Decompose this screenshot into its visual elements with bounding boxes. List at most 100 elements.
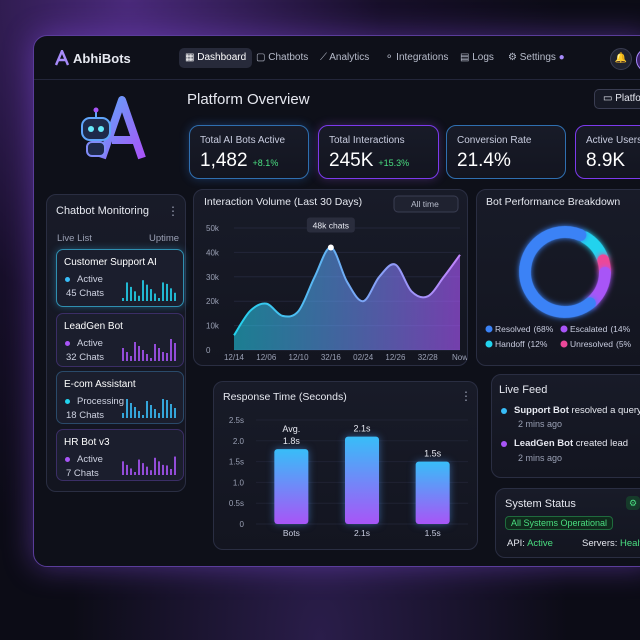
sparkline-bar — [142, 280, 144, 301]
sparkline-bar — [134, 472, 136, 475]
legend-entry: Resolved (68% — [495, 324, 554, 334]
donut-card: Bot Performance Breakdown Resolved (68% Es… — [476, 189, 640, 366]
sparkline-bar — [170, 288, 172, 301]
x-tick-label: 12/06 — [256, 353, 277, 362]
x-tick-label: 1.5s — [425, 528, 441, 538]
header-button[interactable]: ▭ Platform — [594, 89, 640, 109]
y-tick-label: 1.0 — [233, 478, 245, 487]
menu-icon[interactable]: ⋮ — [167, 204, 179, 218]
panel-title: System Status — [505, 498, 576, 510]
sparkline-bar — [150, 470, 152, 475]
bot-card[interactable]: Customer Support AI Active 45 Chats — [56, 249, 184, 307]
sparkline-bar — [130, 356, 132, 361]
y-tick-label: 20k — [206, 297, 220, 306]
divider — [34, 79, 640, 80]
sparkline-bar — [146, 466, 148, 475]
feed-time: 2 mins ago — [518, 453, 563, 463]
feed-dot — [501, 408, 507, 414]
nav-tab[interactable]: ⚙ Settings ● — [508, 52, 565, 63]
nav-label: Analytics — [329, 52, 370, 63]
nav-tab[interactable]: ▢ Chatbots — [256, 52, 309, 63]
sparkline-bar — [138, 411, 140, 418]
nav-tab[interactable]: ⚬ Integrations — [385, 52, 449, 63]
nav-tab[interactable]: ▦ Dashboard — [179, 48, 253, 68]
sparkline-bar — [122, 298, 124, 301]
sparkline-bar — [162, 352, 164, 361]
bot-status: Active — [77, 454, 103, 465]
sparkline-bar — [146, 401, 148, 418]
sparkline-bar — [150, 289, 152, 301]
area-fill — [234, 247, 460, 350]
x-tick-label: Now — [452, 353, 467, 362]
sparkline-bar — [154, 293, 156, 301]
legend-swatch — [560, 325, 568, 333]
notification-button[interactable]: 🔔 — [610, 48, 632, 70]
bot-card[interactable]: E-com Assistant Processing 18 Chats — [56, 371, 184, 424]
kpi-label: Conversion Rate — [457, 135, 532, 146]
bot-card[interactable]: HR Bot v3 Active 7 Chats — [56, 429, 184, 481]
feed-action: resolved a query — [571, 405, 640, 416]
brand-logo — [54, 50, 70, 66]
sparkline-bar — [138, 295, 140, 301]
kpi-label: Active Users — [586, 135, 640, 146]
bot-chats: 7 Chats — [66, 468, 99, 479]
feed-actor: Support Bot — [514, 405, 569, 416]
nav-tab[interactable]: ▤ Logs — [460, 52, 494, 63]
sparkline-bar — [134, 342, 136, 361]
bot-card[interactable]: LeadGen Bot Active 32 Chats — [56, 313, 184, 367]
sparkline-bar — [138, 346, 140, 361]
system-status: System Status ⚙ All Systems Operational … — [495, 488, 640, 558]
bot-chats: 32 Chats — [66, 352, 105, 363]
bot-name: E-com Assistant — [64, 379, 136, 390]
brand-name: AbhiBots — [73, 51, 131, 66]
sparkline-bar — [130, 403, 132, 418]
x-tick-label: 2.1s — [354, 528, 370, 538]
button-label: Platform — [615, 93, 640, 104]
live-feed: Live Feed Support Bot resolved a query 2… — [491, 374, 640, 478]
avatar[interactable] — [636, 48, 640, 72]
filter-dropdown[interactable] — [393, 195, 459, 213]
status-value: Active — [527, 538, 553, 549]
status-badge: All Systems Operational — [505, 516, 614, 530]
bot-name: Customer Support AI — [64, 257, 157, 268]
x-tick-label: 12/26 — [385, 353, 406, 362]
value-label: Avg. 1.8s — [282, 424, 300, 446]
donut-chart: Bot Performance Breakdown Resolved (68% Es… — [485, 196, 632, 349]
tooltip-label: 48k chats — [313, 221, 349, 231]
sparkline-bar — [174, 343, 176, 361]
legend-name: Resolved — [495, 324, 531, 334]
sparkline-bar — [126, 464, 128, 475]
tooltip-box — [306, 217, 355, 233]
sparkline-bar — [122, 413, 124, 418]
sparkline-bar — [150, 405, 152, 418]
menu-icon[interactable]: ⋮ — [460, 389, 472, 403]
sparkline-bar — [170, 469, 172, 475]
panel-title: Chatbot Monitoring — [56, 205, 149, 217]
sparkline-bar — [150, 358, 152, 361]
y-tick-label: 1.5s — [229, 458, 244, 467]
feed-time: 2 mins ago — [518, 419, 563, 429]
legend-name: Handoff — [495, 339, 525, 349]
sparkline-bar — [154, 344, 156, 361]
sparkline — [122, 280, 176, 301]
y-tick-label: 10k — [206, 322, 220, 331]
donut-segment — [519, 226, 611, 318]
feed-actor: LeadGen Bot — [514, 438, 574, 449]
sparkline-bar — [122, 348, 124, 361]
interaction-card: Interaction Volume (Last 30 Days) All ti… — [193, 189, 468, 366]
bot-status: Active — [77, 274, 103, 285]
robot-logo — [81, 96, 146, 160]
legend-value: (68% — [533, 324, 553, 334]
x-tick-label: Bots — [283, 528, 300, 538]
sparkline-bar — [126, 399, 128, 418]
nav-tab[interactable]: ⟋ Analytics — [320, 52, 370, 63]
value-label: 2.1s — [353, 424, 371, 434]
nav-label: Settings — [519, 52, 556, 63]
y-tick-label: 2.0 — [233, 437, 245, 446]
column-label: Uptime — [149, 233, 180, 244]
status-value: Healthy — [620, 538, 640, 549]
panel-title: Live Feed — [499, 384, 548, 396]
sparkline-bar — [174, 292, 176, 301]
kpi-label: Total AI Bots Active — [200, 135, 286, 146]
x-tick-label: 12/14 — [224, 353, 245, 362]
